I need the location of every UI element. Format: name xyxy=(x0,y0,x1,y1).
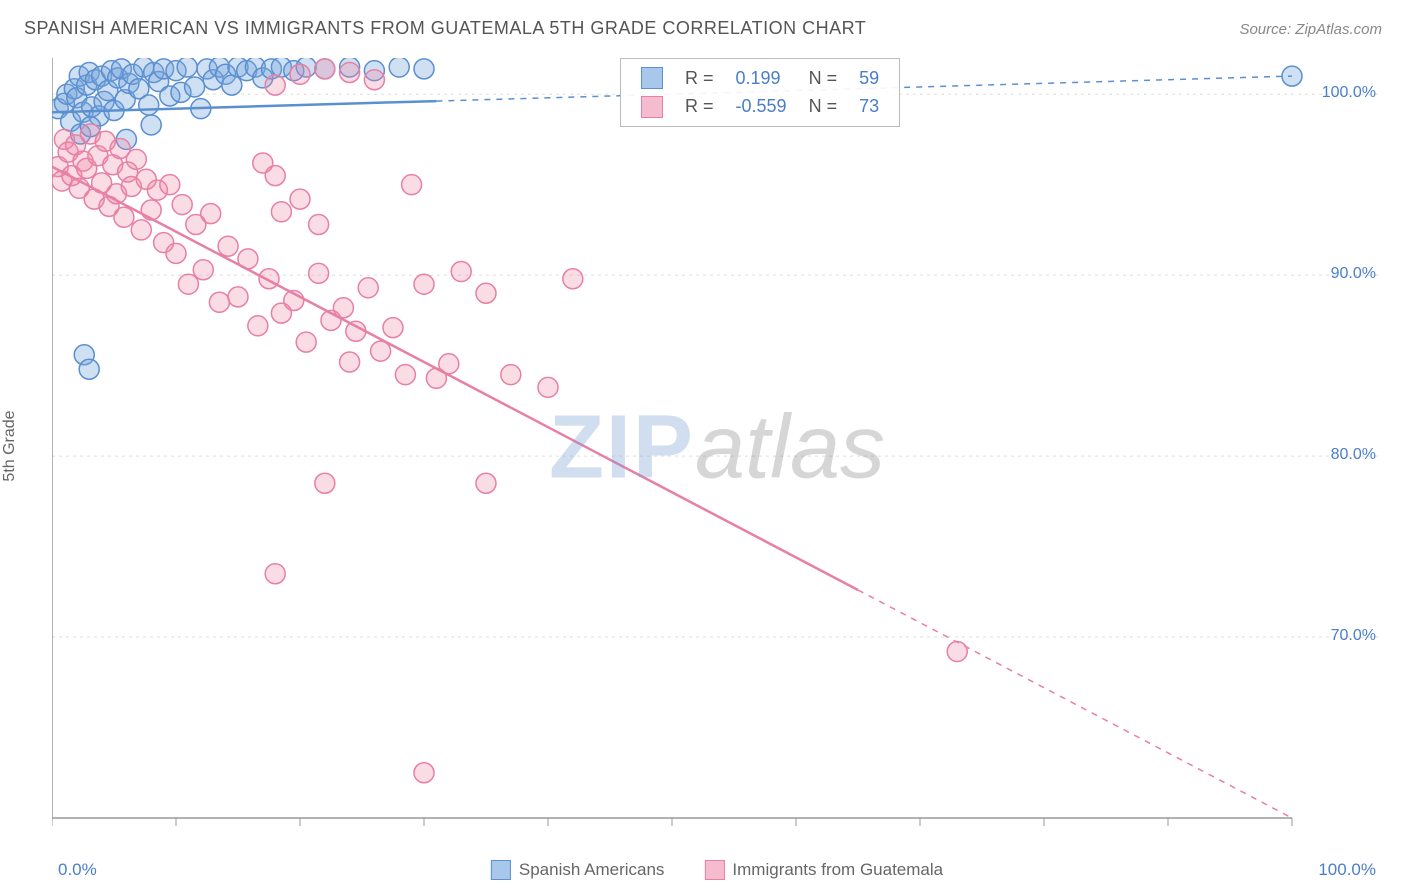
legend-label: Spanish Americans xyxy=(519,860,665,880)
source-attribution: Source: ZipAtlas.com xyxy=(1239,21,1382,38)
legend-label: Immigrants from Guatemala xyxy=(732,860,943,880)
scatter-plot-svg xyxy=(52,58,1382,838)
plot-area: ZIPatlas 70.0%80.0%90.0%100.0% R =0.199 … xyxy=(52,58,1382,838)
y-tick-label: 80.0% xyxy=(1331,446,1376,464)
y-tick-label: 70.0% xyxy=(1331,627,1376,645)
legend-swatch xyxy=(491,860,511,880)
chart-header: SPANISH AMERICAN VS IMMIGRANTS FROM GUAT… xyxy=(24,18,1382,39)
x-axis-legend-row: 0.0% Spanish Americans Immigrants from G… xyxy=(52,860,1382,880)
x-tick-left: 0.0% xyxy=(58,860,97,880)
correlation-stats-box: R =0.199 N =59 R =-0.559 N =73 xyxy=(620,58,900,127)
y-axis-label: 5th Grade xyxy=(1,410,19,481)
legend-item: Spanish Americans xyxy=(491,860,665,880)
legend-swatch xyxy=(704,860,724,880)
chart-title: SPANISH AMERICAN VS IMMIGRANTS FROM GUAT… xyxy=(24,18,866,39)
y-tick-label: 90.0% xyxy=(1331,265,1376,283)
y-tick-label: 100.0% xyxy=(1322,84,1376,102)
series-legend: Spanish Americans Immigrants from Guatem… xyxy=(491,860,943,880)
x-tick-right: 100.0% xyxy=(1318,860,1376,880)
legend-item: Immigrants from Guatemala xyxy=(704,860,943,880)
